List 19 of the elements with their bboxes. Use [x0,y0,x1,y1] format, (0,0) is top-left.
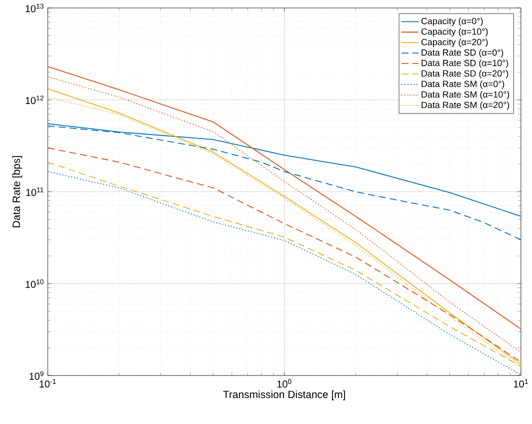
y-tick-label: 10$^{11}$ [26,187,44,196]
x-tick-label: 10$^{1}$ [514,378,528,388]
y-tick-label: 10$^{12}$ [26,95,44,104]
legend-label: Capacity (α=10°) [421,28,488,36]
y-tick-label: 10$^{9}$ [30,371,44,380]
legend-label: Data Rate SM (α=10°) [422,90,510,100]
y-axis-title: Data Rate [bps] [12,156,22,228]
x-tick-label: 10$^{-1}$ [40,378,56,388]
legend-label: Capacity (α=0°) [421,18,483,26]
x-tick-label: 10$^{0}$ [277,378,292,388]
legend-label: Data Rate SM (α=20°) [422,101,510,110]
x-axis-title: Transmission Distance [m] [223,390,346,400]
y-tick-label: 10$^{10}$ [26,279,44,288]
legend-label: Data Rate SD (α=10°) [422,59,508,68]
legend-label: Data Rate SM (α=0°) [422,80,504,89]
legend-label: Data Rate SD (α=20°) [422,70,508,78]
legend-label: Capacity (α=20°) [421,38,488,47]
legend-label: Data Rate SD (α=0°) [422,48,504,58]
y-tick-label: 10$^{13}$ [26,4,44,12]
